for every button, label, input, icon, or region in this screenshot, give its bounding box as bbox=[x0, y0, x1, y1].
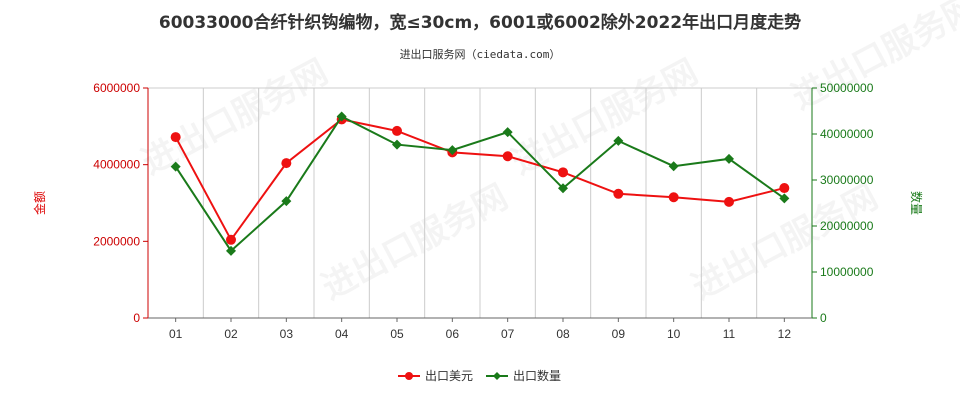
watermark-text-0: 进出口服务网 bbox=[135, 52, 334, 183]
legend-label-2: 出口数量 bbox=[513, 368, 561, 383]
data-point-1 bbox=[724, 196, 734, 207]
x-tick-label: 03 bbox=[280, 327, 294, 341]
right-tick-label: 40000000 bbox=[820, 127, 874, 141]
series-line-1 bbox=[174, 118, 785, 242]
data-point-2 bbox=[226, 245, 236, 256]
right-tick-label: 50000000 bbox=[820, 81, 874, 95]
x-tick-label: 07 bbox=[501, 327, 515, 341]
legend-swatch-marker-1 bbox=[405, 372, 413, 380]
chart-subtitle: 进出口服务网（ciedata.com） bbox=[399, 48, 561, 61]
watermark-text-2: 进出口服务网 bbox=[315, 177, 514, 308]
legend-label-1: 出口美元 bbox=[425, 369, 473, 383]
left-tick-label: 0 bbox=[133, 311, 140, 325]
data-point-1 bbox=[502, 151, 513, 162]
data-point-1 bbox=[613, 188, 624, 199]
x-tick-label: 02 bbox=[224, 327, 238, 341]
data-point-1 bbox=[779, 183, 790, 194]
data-point-2 bbox=[447, 145, 458, 156]
x-tick-label: 08 bbox=[556, 327, 570, 341]
series-line-2 bbox=[174, 115, 785, 253]
right-axis-title: 数量 bbox=[909, 191, 924, 215]
data-point-1 bbox=[668, 192, 679, 203]
left-tick-label: 4000000 bbox=[93, 158, 140, 172]
right-tick-label: 0 bbox=[820, 311, 827, 325]
x-tick-label: 01 bbox=[169, 327, 183, 341]
right-tick-label: 30000000 bbox=[820, 173, 874, 187]
data-point-2 bbox=[502, 127, 513, 138]
left-axis-title: 金额 bbox=[32, 191, 47, 215]
x-tick-label: 05 bbox=[390, 327, 404, 341]
data-point-2 bbox=[392, 139, 402, 150]
x-tick-label: 11 bbox=[723, 327, 736, 341]
data-point-2 bbox=[170, 161, 181, 172]
legend-swatch-marker-2 bbox=[493, 372, 501, 380]
left-tick-label: 6000000 bbox=[93, 81, 140, 95]
data-point-2 bbox=[613, 135, 624, 146]
data-point-1 bbox=[170, 132, 181, 143]
x-tick-label: 09 bbox=[612, 327, 626, 341]
x-tick-label: 06 bbox=[446, 327, 460, 341]
data-point-2 bbox=[336, 111, 347, 122]
data-point-2 bbox=[668, 161, 679, 172]
chart-title: 60033000合纤针织钩编物，宽≤30cm，6001或6002除外2022年出… bbox=[158, 13, 802, 33]
data-point-1 bbox=[226, 234, 236, 245]
data-point-2 bbox=[779, 193, 790, 204]
data-point-1 bbox=[558, 167, 568, 178]
data-point-1 bbox=[281, 158, 292, 169]
x-tick-label: 10 bbox=[667, 327, 681, 341]
x-tick-label: 12 bbox=[778, 327, 792, 341]
right-tick-label: 20000000 bbox=[820, 219, 874, 233]
x-tick-label: 04 bbox=[335, 327, 349, 341]
data-point-2 bbox=[724, 153, 734, 164]
data-point-2 bbox=[281, 196, 292, 207]
right-tick-label: 10000000 bbox=[820, 265, 874, 279]
data-point-1 bbox=[392, 125, 402, 136]
left-tick-label: 2000000 bbox=[93, 234, 140, 248]
data-point-2 bbox=[558, 183, 568, 194]
